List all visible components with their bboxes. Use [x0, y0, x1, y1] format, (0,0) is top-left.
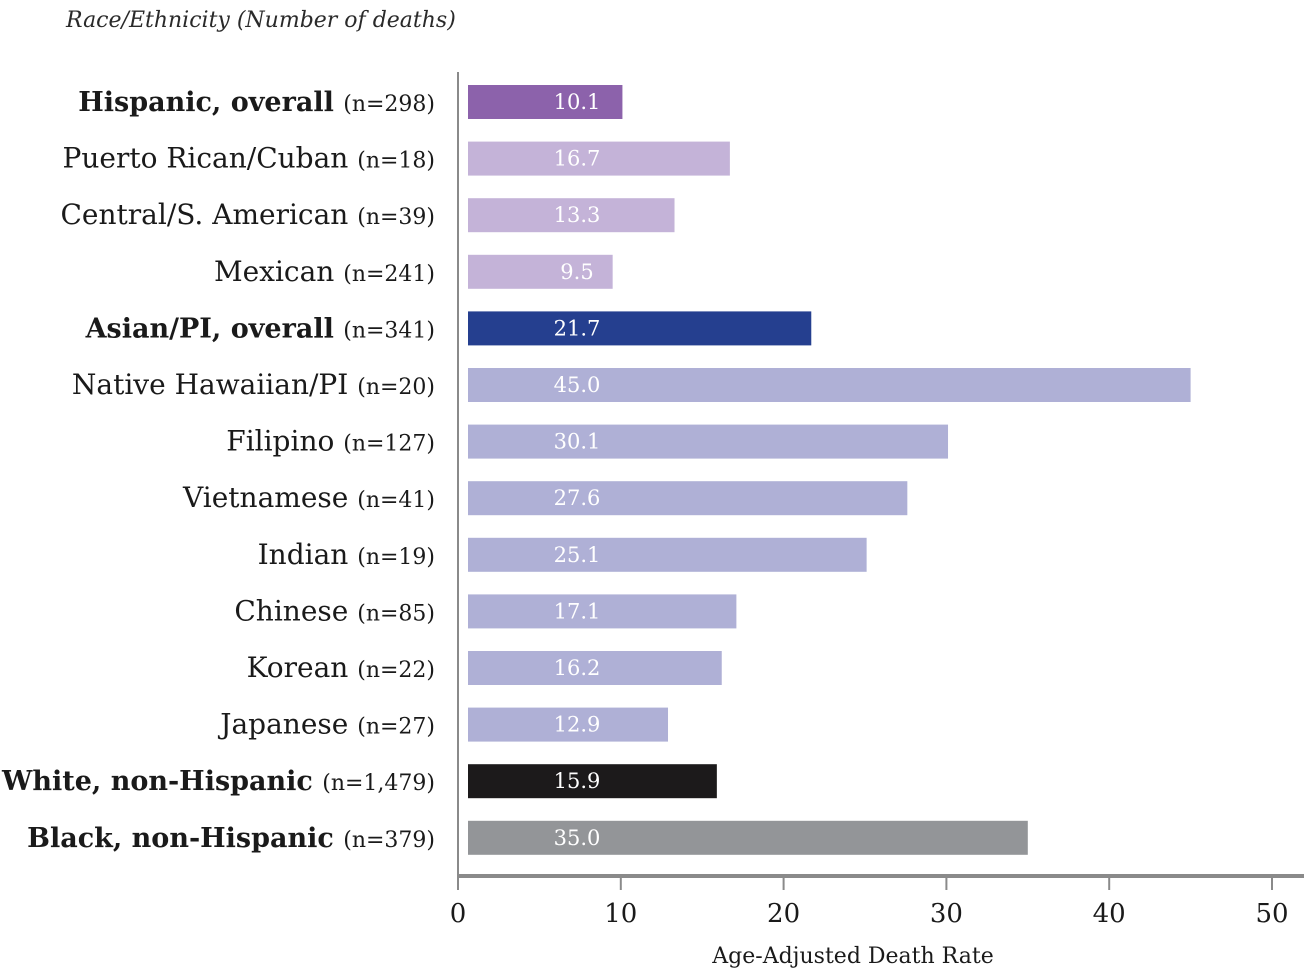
bar — [468, 481, 908, 516]
x-tick-label: 0 — [450, 899, 467, 929]
category-label: Mexican (n=241) — [214, 255, 435, 288]
bar — [468, 707, 669, 742]
x-axis-title: Age-Adjusted Death Rate — [711, 944, 993, 969]
bar-value-label: 16.7 — [554, 147, 601, 171]
category-label: Central/S. American (n=39) — [61, 198, 436, 231]
bar — [468, 764, 717, 799]
bar — [468, 254, 613, 289]
bar-value-label: 35.0 — [554, 826, 601, 850]
bar — [468, 198, 675, 233]
x-tick-label: 50 — [1255, 899, 1288, 929]
x-tick-label: 40 — [1093, 899, 1126, 929]
category-label: Japanese (n=27) — [217, 708, 435, 741]
bar-value-label: 45.0 — [554, 373, 601, 397]
bar-value-label: 17.1 — [554, 599, 601, 623]
bar — [468, 537, 867, 572]
bar-value-label: 16.2 — [554, 656, 601, 680]
bar — [468, 820, 1028, 855]
x-tick-label: 20 — [767, 899, 800, 929]
bar — [468, 651, 722, 685]
chart-subtitle: Race/Ethnicity (Number of deaths) — [66, 8, 456, 33]
bar — [468, 424, 949, 459]
bar — [468, 141, 730, 176]
x-tick-label: 30 — [930, 899, 963, 929]
category-label: Korean (n=22) — [247, 651, 435, 684]
bar — [468, 594, 737, 629]
category-label: Native Hawaiian/PI (n=20) — [72, 368, 435, 401]
bar — [468, 311, 812, 346]
bar-value-label: 25.1 — [554, 543, 601, 567]
bar-value-label: 30.1 — [554, 430, 601, 454]
category-label: Chinese (n=85) — [234, 594, 435, 627]
category-label: Vietnamese (n=41) — [182, 481, 435, 514]
category-label: Asian/PI, overall (n=341) — [85, 313, 435, 344]
category-label: White, non-Hispanic (n=1,479) — [1, 766, 435, 797]
category-label: Indian (n=19) — [258, 538, 435, 571]
category-label: Puerto Rican/Cuban (n=18) — [63, 142, 436, 175]
bar-value-label: 13.3 — [554, 203, 601, 227]
bar — [468, 85, 623, 119]
bar-value-label: 10.1 — [554, 90, 601, 114]
category-label: Hispanic, overall (n=298) — [78, 87, 435, 118]
bar-value-label: 15.9 — [554, 769, 601, 793]
bar — [468, 368, 1191, 402]
bar-value-label: 27.6 — [554, 486, 601, 510]
bar-value-label: 21.7 — [554, 316, 601, 340]
category-label: Black, non-Hispanic (n=379) — [27, 823, 435, 854]
category-label: Filipino (n=127) — [226, 425, 435, 458]
x-tick-label: 10 — [604, 899, 637, 929]
bar-value-label: 9.5 — [560, 260, 593, 284]
bar-value-label: 12.9 — [554, 713, 601, 737]
